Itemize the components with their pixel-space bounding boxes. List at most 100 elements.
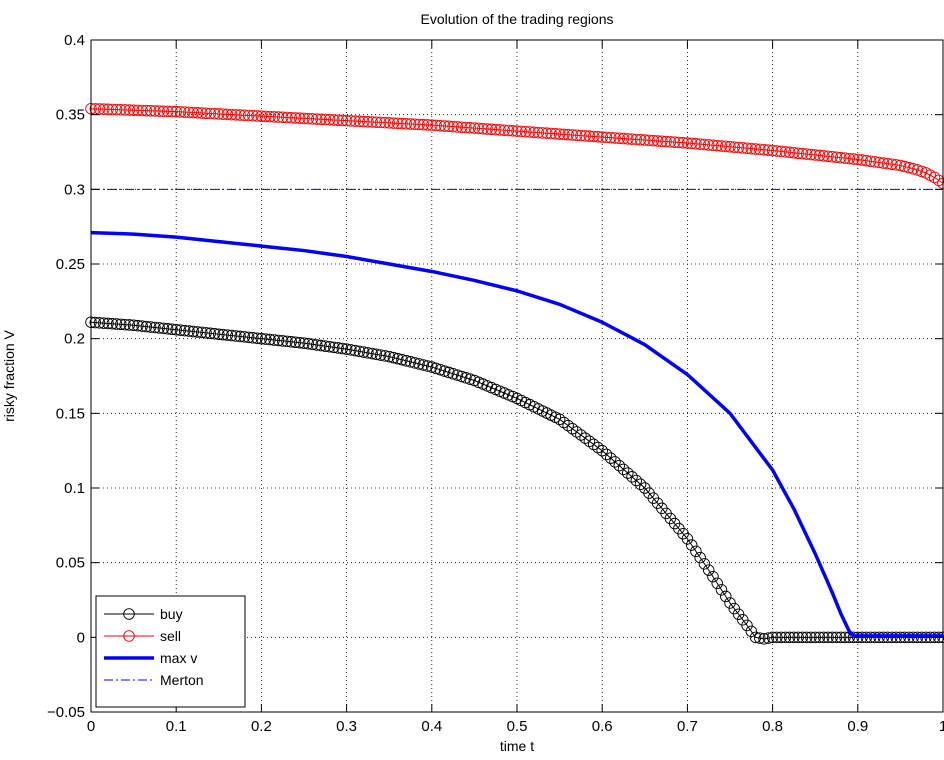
series-point-sell [123, 104, 136, 116]
series-point-sell [353, 115, 366, 128]
series-point-sell [758, 144, 770, 156]
series-point-sell [434, 119, 447, 132]
series-point-buy [558, 416, 570, 429]
series-point-buy [771, 631, 783, 644]
series-point-sell [468, 122, 481, 134]
legend-label-sell: sell [160, 628, 181, 644]
x-tick-label: 0.9 [847, 718, 868, 735]
series-point-buy [281, 335, 293, 348]
series-point-buy [370, 348, 383, 361]
series-point-buy [221, 329, 234, 341]
series-point-sell [127, 104, 140, 116]
series-point-buy [592, 441, 604, 454]
series-point-sell [247, 109, 259, 122]
series-point-sell [157, 105, 170, 117]
series-point-sell [860, 154, 873, 167]
series-buy [85, 316, 944, 645]
series-point-buy [694, 551, 706, 564]
series-point-buy [562, 419, 574, 432]
series-point-sell [928, 171, 941, 184]
y-tick-label: 0.2 [64, 331, 85, 348]
series-point-sell [847, 153, 860, 165]
series-point-sell [809, 149, 821, 161]
series-point-sell [268, 111, 280, 123]
legend-item-sell: sell [104, 628, 181, 644]
series-point-buy [362, 347, 374, 359]
series-point-sell [528, 126, 540, 139]
series-point-buy [400, 355, 412, 367]
series-point-buy [438, 365, 451, 377]
series-point-buy [332, 342, 344, 354]
series-point-sell [379, 116, 391, 129]
series-point-buy [98, 317, 110, 329]
series-point-buy [285, 336, 297, 348]
legend-marker-sell [123, 630, 135, 642]
series-point-buy [583, 435, 596, 448]
series-point-buy [178, 324, 191, 337]
series-point-buy [451, 369, 464, 381]
series-point-buy [328, 341, 340, 354]
series-point-sell [762, 144, 775, 156]
series-point-buy [149, 321, 161, 334]
series-point-sell [328, 114, 340, 126]
series-point-sell [817, 150, 830, 162]
series-point-sell [430, 119, 442, 132]
series-point-sell [719, 140, 732, 153]
series-point-sell [898, 160, 911, 173]
series-point-sell [285, 111, 297, 124]
series-point-sell [153, 105, 165, 117]
series-point-sell [115, 103, 127, 116]
series-point-buy [681, 533, 694, 545]
x-tick-label: 0.6 [592, 718, 613, 735]
series-point-sell [728, 141, 741, 153]
series-point-buy [306, 338, 319, 351]
series-point-buy [196, 326, 208, 339]
series-point-buy [247, 332, 259, 344]
series-point-sell [272, 111, 285, 123]
series-point-sell [932, 174, 944, 187]
series-point-buy [379, 350, 391, 362]
series-point-buy [575, 429, 587, 441]
series-point-sell [869, 156, 881, 168]
series-point-sell [204, 107, 217, 120]
series-point-sell [132, 104, 144, 117]
series-point-sell [558, 128, 570, 141]
series-point-sell [362, 116, 374, 128]
series-point-sell [575, 129, 587, 142]
series-point-buy [766, 631, 779, 644]
series-point-sell [366, 116, 378, 128]
series-point-buy [421, 360, 434, 372]
series-point-buy [89, 316, 102, 329]
series-point-sell [306, 113, 319, 125]
series-point-sell [417, 118, 430, 131]
series-point-buy [340, 343, 353, 355]
series-point-sell [481, 123, 493, 135]
series-point-buy [579, 432, 591, 444]
series-point-buy [783, 631, 796, 644]
series-point-buy [200, 327, 212, 339]
series-point-buy [187, 325, 199, 338]
series-point-buy [315, 339, 327, 352]
series-point-sell [732, 141, 745, 154]
series-point-buy [272, 334, 285, 347]
series-point-sell [830, 151, 843, 163]
series-point-sell [788, 146, 800, 159]
y-tick-label: 0.3 [64, 181, 85, 198]
series-point-sell [822, 150, 834, 163]
series-point-sell [660, 135, 672, 148]
series-point-buy [788, 631, 800, 644]
series-point-buy [809, 631, 821, 644]
series-point-buy [779, 631, 792, 644]
y-tick-label: 0.1 [64, 480, 85, 497]
series-point-buy [387, 351, 400, 364]
y-tick-label: 0.4 [64, 32, 85, 49]
x-tick-label: 0.5 [507, 718, 528, 735]
series-line-sell [90, 108, 944, 184]
series-point-sell [783, 146, 796, 159]
series-point-buy [455, 370, 468, 383]
series-point-sell [149, 105, 161, 117]
series-point-sell [894, 159, 907, 172]
series-point-sell [545, 127, 557, 140]
series-point-sell [634, 133, 647, 146]
